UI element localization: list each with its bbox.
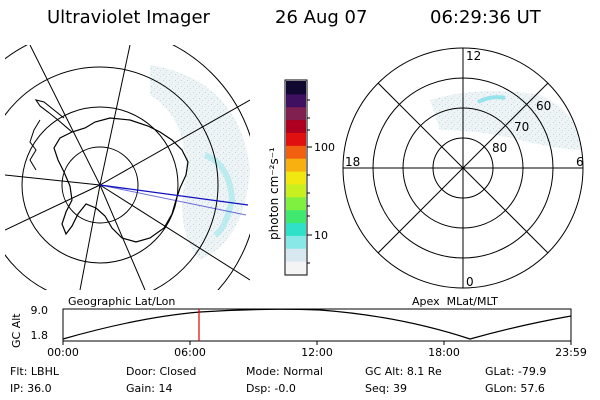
geographic-caption: Geographic Lat/Lon	[68, 295, 175, 308]
status-glat: GLat: -79.9	[485, 365, 547, 378]
mlat-label-60: 60	[536, 99, 551, 113]
colorbar-stripe	[286, 171, 306, 185]
colorbar-units-label: photon cm⁻²s⁻¹	[267, 147, 281, 240]
colorbar-stripe	[286, 235, 306, 249]
time-tick-1200: 12:00	[301, 346, 333, 359]
status-mode: Mode: Normal	[246, 365, 323, 378]
colorbar-stripe	[286, 106, 306, 121]
mlat-label-80: 80	[492, 141, 507, 155]
mlt-label-0: 0	[466, 275, 474, 289]
altitude-plot: 9.0 1.8 GC Alt 00:00 06:00 12:00 18:00 2…	[10, 304, 587, 359]
colorbar-stripe	[286, 183, 306, 198]
aurora-bright-left	[203, 152, 236, 238]
alt-tick-high: 9.0	[31, 304, 49, 317]
time-tick-1800: 18:00	[428, 346, 460, 359]
lat-circle-mid	[21, 106, 179, 264]
altitude-curve	[62, 308, 572, 340]
lat-circle-outer	[5, 66, 219, 290]
colorbar-stripe	[286, 261, 306, 275]
mlt-label-18: 18	[345, 155, 360, 169]
colorbar-stripe	[286, 81, 306, 95]
colorbar-label-10: 10	[314, 229, 328, 242]
date-label: 26 Aug 07	[275, 7, 368, 28]
colorbar-stripe	[286, 132, 306, 146]
colorbar-stripe	[286, 158, 306, 172]
peninsula-coastline	[34, 99, 73, 133]
altitude-plot-frame	[62, 308, 572, 342]
colorbar-stripe	[286, 93, 306, 108]
alt-axis-label: GC Alt	[10, 313, 23, 348]
mlt-label-12: 12	[466, 49, 481, 63]
time-tick-2359: 23:59	[555, 346, 587, 359]
status-door: Door: Closed	[126, 365, 197, 378]
time-tick-0600: 06:00	[174, 346, 206, 359]
aurora-emission-right	[430, 91, 583, 150]
colorbar-stripe	[286, 209, 306, 224]
sub-satellite-meridian	[99, 184, 249, 206]
status-gain: Gain: 14	[126, 382, 173, 395]
geographic-map	[5, 45, 250, 290]
instrument-title: Ultraviolet Imager	[47, 7, 210, 28]
colorbar-stripe	[286, 222, 306, 236]
time-tick-0000: 00:00	[47, 346, 79, 359]
antarctica-coastline	[53, 117, 189, 243]
coast-detail	[29, 119, 41, 171]
mlt-label-6: 6	[576, 155, 584, 169]
time-label: 06:29:36 UT	[430, 7, 541, 28]
colorbar-label-100: 100	[314, 141, 335, 154]
status-gc-alt: GC Alt: 8.1 Re	[365, 365, 442, 378]
colorbar-stripe	[286, 248, 306, 262]
alt-tick-low: 1.8	[31, 329, 49, 342]
status-flt: Flt: LBHL	[10, 365, 59, 378]
status-glon: GLon: 57.6	[485, 382, 545, 395]
colorbar-stripe	[286, 196, 306, 211]
status-ip: IP: 36.0	[10, 382, 52, 395]
mlat-label-70: 70	[514, 120, 529, 134]
status-dsp: Dsp: -0.0	[246, 382, 296, 395]
colorbar-stripe	[286, 119, 306, 133]
apex-polar-plot: 12 6 0 18 60 70 80	[342, 47, 584, 289]
lat-circle-inner	[61, 146, 139, 224]
status-seq: Seq: 39	[365, 382, 407, 395]
aurora-emission-left	[150, 65, 250, 260]
mlt-lines	[343, 48, 583, 288]
colorbar-stripe	[286, 145, 306, 159]
colorbar: 100 10 photon cm⁻²s⁻¹	[267, 79, 335, 276]
sub-satellite-meridian-2	[99, 184, 247, 216]
aurora-bright-right	[477, 95, 506, 104]
apex-caption: Apex MLat/MLT	[412, 295, 498, 308]
